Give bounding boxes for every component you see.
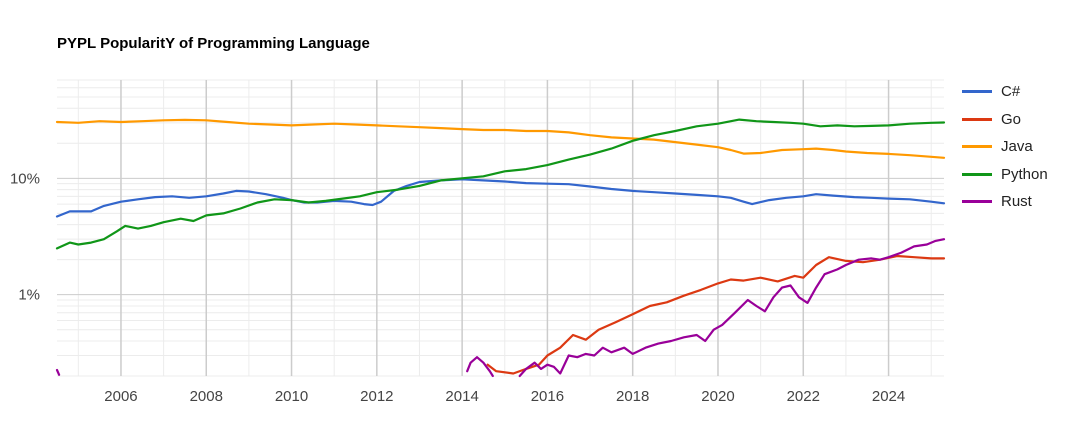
legend-label-go: Go [1001, 110, 1022, 128]
x-tick-label: 2012 [360, 388, 393, 405]
legend-item-go[interactable]: Go [962, 106, 1048, 134]
legend-swatch-python [962, 172, 992, 176]
x-tick-label: 2006 [104, 388, 137, 405]
series-line-go [486, 254, 946, 375]
legend-item-csharp[interactable]: C# [962, 78, 1048, 106]
legend-swatch-go [962, 117, 992, 121]
legend: C# Go Java Python Rust [962, 78, 1048, 216]
y-tick-label: 1% [18, 287, 40, 304]
axis-tick-labels: 2006 2008 2010 2012 2014 2016 2018 2020 2022 2024… [10, 170, 905, 405]
series-line-python [55, 118, 946, 250]
legend-item-java[interactable]: Java [962, 133, 1048, 161]
series-line-java [55, 118, 946, 159]
minor-gridlines [57, 79, 944, 377]
x-tick-label: 2024 [872, 388, 905, 405]
legend-swatch-csharp [962, 90, 992, 94]
legend-swatch-java [962, 145, 992, 149]
x-tick-label: 2014 [445, 388, 478, 405]
series-lines [55, 118, 946, 378]
legend-label-csharp: C# [1001, 83, 1021, 101]
chart-title: PYPL PopularitY of Programming Language [57, 35, 370, 52]
x-tick-label: 2022 [787, 388, 820, 405]
legend-label-rust: Rust [1001, 193, 1032, 211]
legend-label-java: Java [1001, 138, 1033, 156]
x-tick-label: 2018 [616, 388, 649, 405]
legend-label-python: Python [1001, 165, 1048, 183]
legend-item-python[interactable]: Python [962, 161, 1048, 189]
series-line-csharp [55, 178, 946, 218]
y-tick-label: 10% [10, 170, 40, 187]
x-tick-label: 2020 [701, 388, 734, 405]
x-tick-label: 2016 [531, 388, 564, 405]
x-tick-label: 2010 [275, 388, 308, 405]
series-line-rust [55, 238, 946, 378]
legend-swatch-rust [962, 200, 992, 204]
x-tick-label: 2008 [190, 388, 223, 405]
legend-item-rust[interactable]: Rust [962, 188, 1048, 216]
